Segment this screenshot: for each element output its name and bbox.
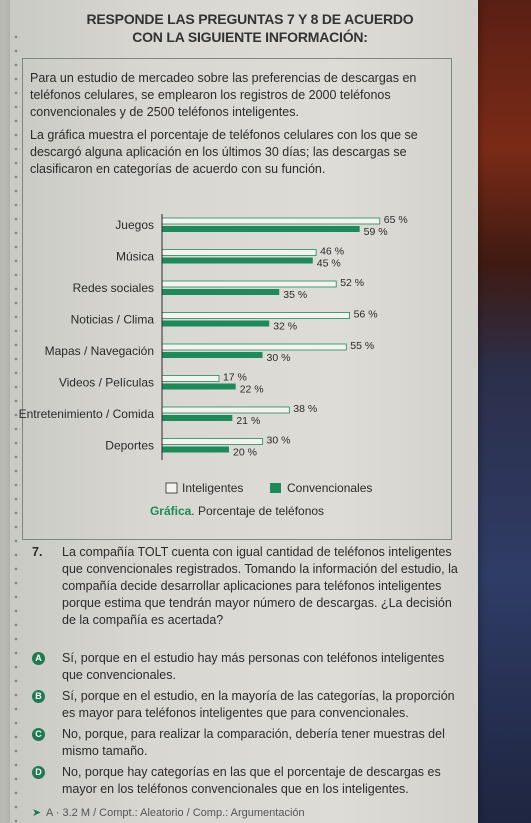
value-label-convencionales: 59 % [364,226,388,238]
footer-arrow-icon: ➤ [32,807,42,819]
value-label-convencionales: 35 % [283,289,307,301]
category-label: Deportes [105,439,154,453]
option-c-text: No, porque, para realizar la comparación… [62,727,445,758]
question-text: La compañía TOLT cuenta con igual cantid… [62,545,458,627]
option-letter-a: A [32,652,45,665]
legend-label-convencionales: Convencionales [287,481,372,495]
value-label-inteligentes: 55 % [350,340,374,352]
bar-convencionales [162,257,313,264]
bar-inteligentes [161,406,290,414]
header-line-2: CON LA SIGUIENTE INFORMACIÓN: [132,29,368,45]
option-letter-d: D [32,766,45,779]
category-label: Noticias / Clima [71,313,155,327]
option-letter-b: B [32,690,45,703]
legend-label-inteligentes: Inteligentes [182,481,243,495]
information-box [22,58,452,540]
bar-convencionales [162,226,360,232]
category-label: Videos / Películas [59,376,154,390]
chart-caption-bold: Gráfica [150,504,192,518]
bar-convencionales [162,320,270,327]
value-label-inteligentes: 38 % [293,403,317,415]
bar-inteligentes [161,249,317,256]
bar-inteligentes [161,375,220,382]
section-header: RESPONDE LAS PREGUNTAS 7 Y 8 DE ACUERDO … [40,10,460,46]
category-label: Juegos [115,218,154,232]
value-label-inteligentes: 56 % [354,309,378,321]
legend-swatch-convencionales [270,483,281,493]
value-label-inteligentes: 52 % [340,277,364,289]
footer-metadata: A · 3.2 M / Compt.: Aleatorio / Comp.: A… [46,807,305,819]
intro-paragraph-1: Para un estudio de mercadeo sobre las pr… [30,71,417,119]
bar-inteligentes [161,438,263,445]
value-label-inteligentes: 46 % [320,246,344,258]
bar-inteligentes [161,343,347,351]
option-b-text: Sí, porque en el estudio, en la mayoría … [62,689,455,720]
value-label-convencionales: 21 % [236,415,260,427]
header-line-1: RESPONDE LAS PREGUNTAS 7 Y 8 DE ACUERDO [86,11,414,27]
bar-convencionales [162,415,233,421]
bar-inteligentes [161,280,337,288]
option-letter-c: C [32,728,45,741]
category-label: Entretenimiento / Comida [19,407,155,421]
value-label-convencionales: 20 % [233,447,257,459]
value-label-convencionales: 32 % [273,321,297,333]
value-label-inteligentes: 30 % [267,435,291,447]
bar-inteligentes [161,312,351,319]
question-number: 7. [32,545,43,559]
chart-caption-rest: . Porcentaje de teléfonos [191,504,324,518]
value-label-convencionales: 22 % [240,384,264,396]
legend-swatch-inteligentes [165,482,178,494]
value-label-inteligentes: 65 % [384,214,408,226]
category-label: Redes sociales [73,281,154,295]
category-label: Mapas / Navegación [45,344,154,358]
chart-caption: Gráfica. Porcentaje de teléfonos [150,504,324,518]
category-label: Música [116,250,154,264]
spiral-binding-dots [14,30,18,823]
value-label-convencionales: 30 % [267,352,291,364]
value-label-convencionales: 45 % [317,258,341,270]
option-a-text: Sí, porque en el estudio hay más persona… [62,651,445,682]
bar-inteligentes [161,217,381,225]
option-d-text: No, porque hay categorías en las que el … [62,765,441,796]
bar-convencionales [162,446,229,453]
value-label-inteligentes: 17 % [223,372,247,384]
bar-convencionales [162,352,263,358]
bar-convencionales [162,289,280,295]
bar-convencionales [162,383,236,390]
intro-paragraph-2: La gráfica muestra el porcentaje de telé… [30,128,418,176]
